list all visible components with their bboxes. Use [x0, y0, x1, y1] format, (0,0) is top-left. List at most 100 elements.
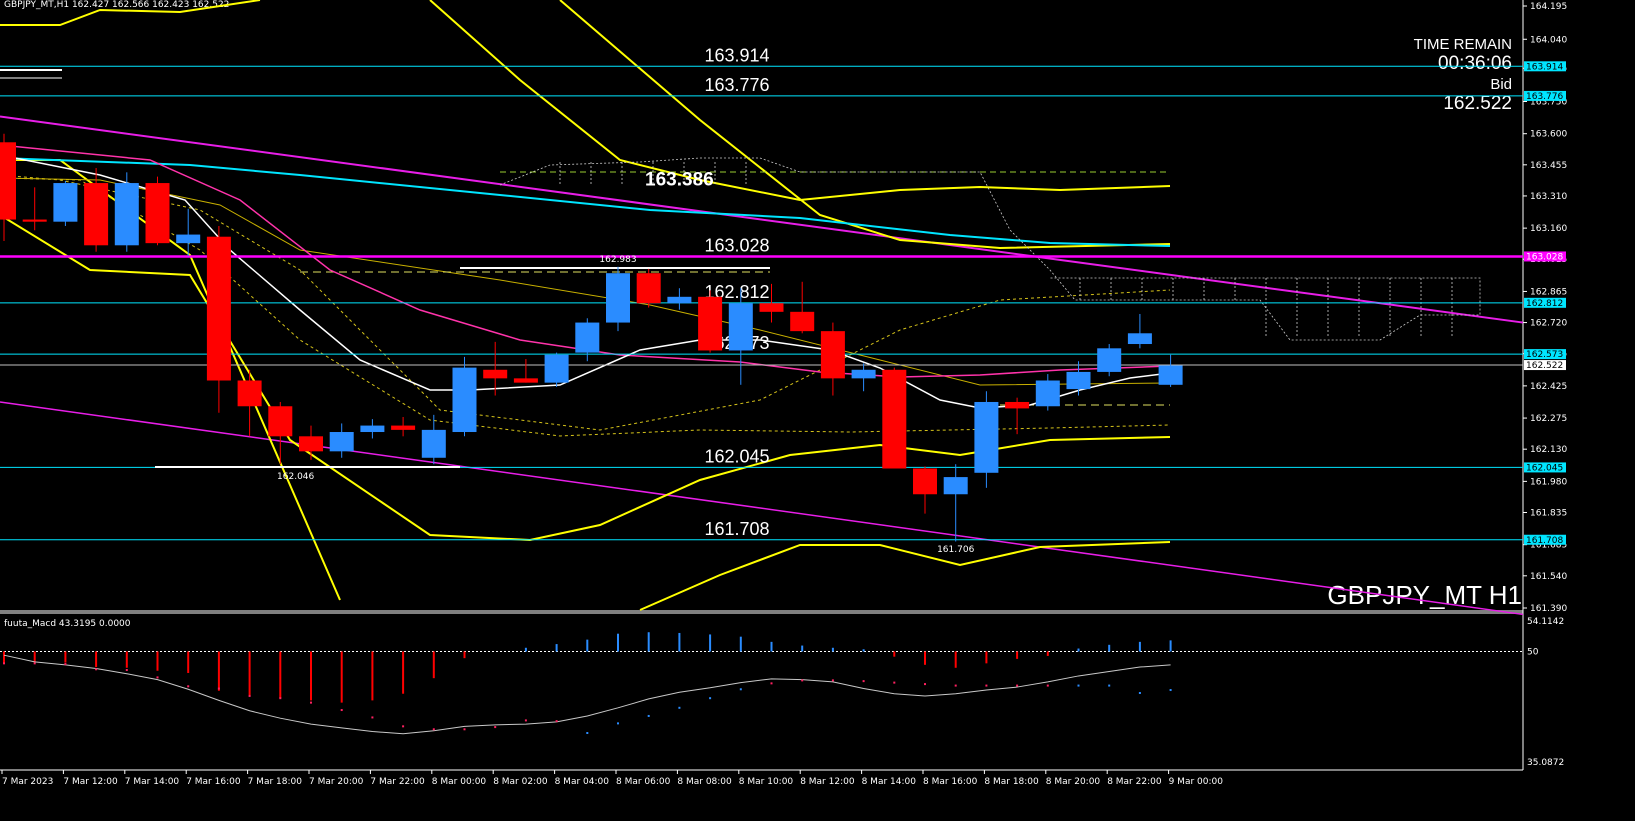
level-axis-tag — [1524, 90, 1566, 101]
signal-dot — [402, 725, 405, 728]
bid-axis-tag — [1524, 360, 1566, 371]
y-tick-label: 163.600 — [1530, 130, 1567, 140]
candle-body — [145, 183, 170, 244]
candle-body — [820, 331, 845, 379]
signal-dot — [647, 714, 650, 717]
signal-dot — [586, 732, 589, 735]
signal-dot — [3, 662, 5, 665]
x-tick-label: 7 Mar 22:00 — [370, 777, 425, 787]
signal-dot — [954, 684, 957, 687]
band-bottom — [639, 541, 1171, 611]
y-tick-label: 161.980 — [1530, 477, 1567, 487]
y-tick-label: 163.310 — [1530, 192, 1567, 202]
y-tick-label: 162.720 — [1530, 319, 1567, 329]
signal-dot — [248, 694, 251, 697]
level-axis-tag-label: 161.708 — [1526, 536, 1563, 546]
x-tick-label: 8 Mar 22:00 — [1107, 777, 1162, 787]
candle-body — [575, 322, 600, 353]
signal-dot — [524, 719, 527, 722]
annotation-label: 162.983 — [599, 255, 636, 265]
x-tick-label: 8 Mar 18:00 — [984, 777, 1039, 787]
candle-body — [84, 183, 109, 246]
y-tick-label: 162.425 — [1530, 382, 1567, 392]
x-tick-label: 8 Mar 00:00 — [432, 777, 487, 787]
candle-body — [0, 142, 16, 220]
signal-dot — [371, 716, 374, 719]
x-tick-label: 8 Mar 16:00 — [923, 777, 978, 787]
signal-dot — [217, 687, 220, 690]
signal-dot — [985, 684, 988, 687]
candle-body — [636, 273, 661, 304]
signal-dot — [279, 697, 282, 700]
signal-dot — [1016, 684, 1019, 687]
y-tick-label: 163.750 — [1530, 98, 1567, 108]
signal-dot — [1138, 691, 1141, 694]
time-remain-label: TIME REMAIN — [1413, 36, 1512, 53]
candle-body — [329, 432, 354, 452]
level-axis-tag — [1524, 251, 1566, 262]
level-axis-tag-label: 163.914 — [1526, 62, 1563, 72]
y-tick-label: 162.130 — [1530, 445, 1567, 455]
symbol-info: GBPJPY_MT,H1 — [4, 0, 70, 10]
level-axis-tag — [1524, 349, 1566, 360]
signal-dot — [432, 728, 435, 731]
x-tick-label: 7 Mar 20:00 — [309, 777, 364, 787]
ma-white — [0, 154, 1171, 409]
annotation-label: 161.706 — [937, 545, 974, 555]
level-label: 163.776 — [704, 75, 769, 95]
y-tick-label: 162.865 — [1530, 287, 1567, 297]
x-tick-label: 7 Mar 14:00 — [125, 777, 180, 787]
osc-y-tick-label: 54.1142 — [1527, 617, 1564, 627]
x-tick-label: 8 Mar 08:00 — [677, 777, 732, 787]
candle-body — [1127, 333, 1152, 345]
candle-body — [1066, 371, 1091, 390]
signal-dot — [1046, 684, 1049, 687]
signal-dot — [801, 679, 804, 682]
candle-body — [698, 296, 723, 351]
pane-separator — [0, 610, 1523, 614]
signal-dot — [64, 663, 67, 666]
signal-dot — [187, 685, 190, 688]
oscillator-title: fuuta_Macd 43.3195 0.0000 — [4, 619, 131, 629]
bid-axis-tag-label: 162.522 — [1526, 361, 1563, 371]
candle-body — [206, 236, 231, 381]
x-tick-label: 8 Mar 20:00 — [1046, 777, 1101, 787]
candle-body — [606, 273, 630, 323]
band-upper-2 — [559, 0, 1171, 250]
candle-body — [851, 369, 876, 379]
signal-dot — [924, 683, 926, 686]
candle-body — [974, 401, 999, 473]
band-lower — [0, 214, 1171, 542]
x-tick-label: 8 Mar 14:00 — [862, 777, 917, 787]
y-tick-label: 161.390 — [1530, 604, 1567, 614]
candle-body — [452, 367, 477, 433]
cloud-outline — [499, 157, 1481, 341]
signal-dot — [1169, 689, 1172, 692]
candle-body — [22, 219, 47, 222]
candle-body — [667, 296, 692, 304]
candle-body — [483, 369, 508, 379]
x-tick-label: 9 Mar 00:00 — [1169, 777, 1224, 787]
y-tick-label: 161.540 — [1530, 572, 1567, 582]
symbol-watermark: GBPJPY_MT H1 — [1327, 580, 1522, 610]
signal-dot — [494, 726, 497, 729]
candle-body — [1097, 348, 1122, 372]
annotation-label: 163.386 — [645, 170, 714, 191]
candle-body — [1035, 380, 1060, 407]
signal-dot — [862, 680, 865, 683]
level-axis-tag-label: 163.028 — [1526, 252, 1563, 262]
candle-body — [943, 477, 968, 495]
x-tick-label: 7 Mar 12:00 — [63, 777, 118, 787]
candle-body — [790, 311, 815, 332]
signal-dot — [1077, 684, 1080, 687]
level-axis-tag — [1524, 534, 1566, 545]
candle-body — [391, 425, 416, 430]
candle-body — [53, 183, 78, 222]
candle-body — [728, 303, 753, 351]
signal-dot — [340, 709, 343, 712]
signal-dot — [125, 669, 128, 672]
signal-dot — [555, 720, 558, 723]
level-axis-tag-label: 162.045 — [1526, 463, 1563, 473]
candle-body — [513, 378, 538, 383]
